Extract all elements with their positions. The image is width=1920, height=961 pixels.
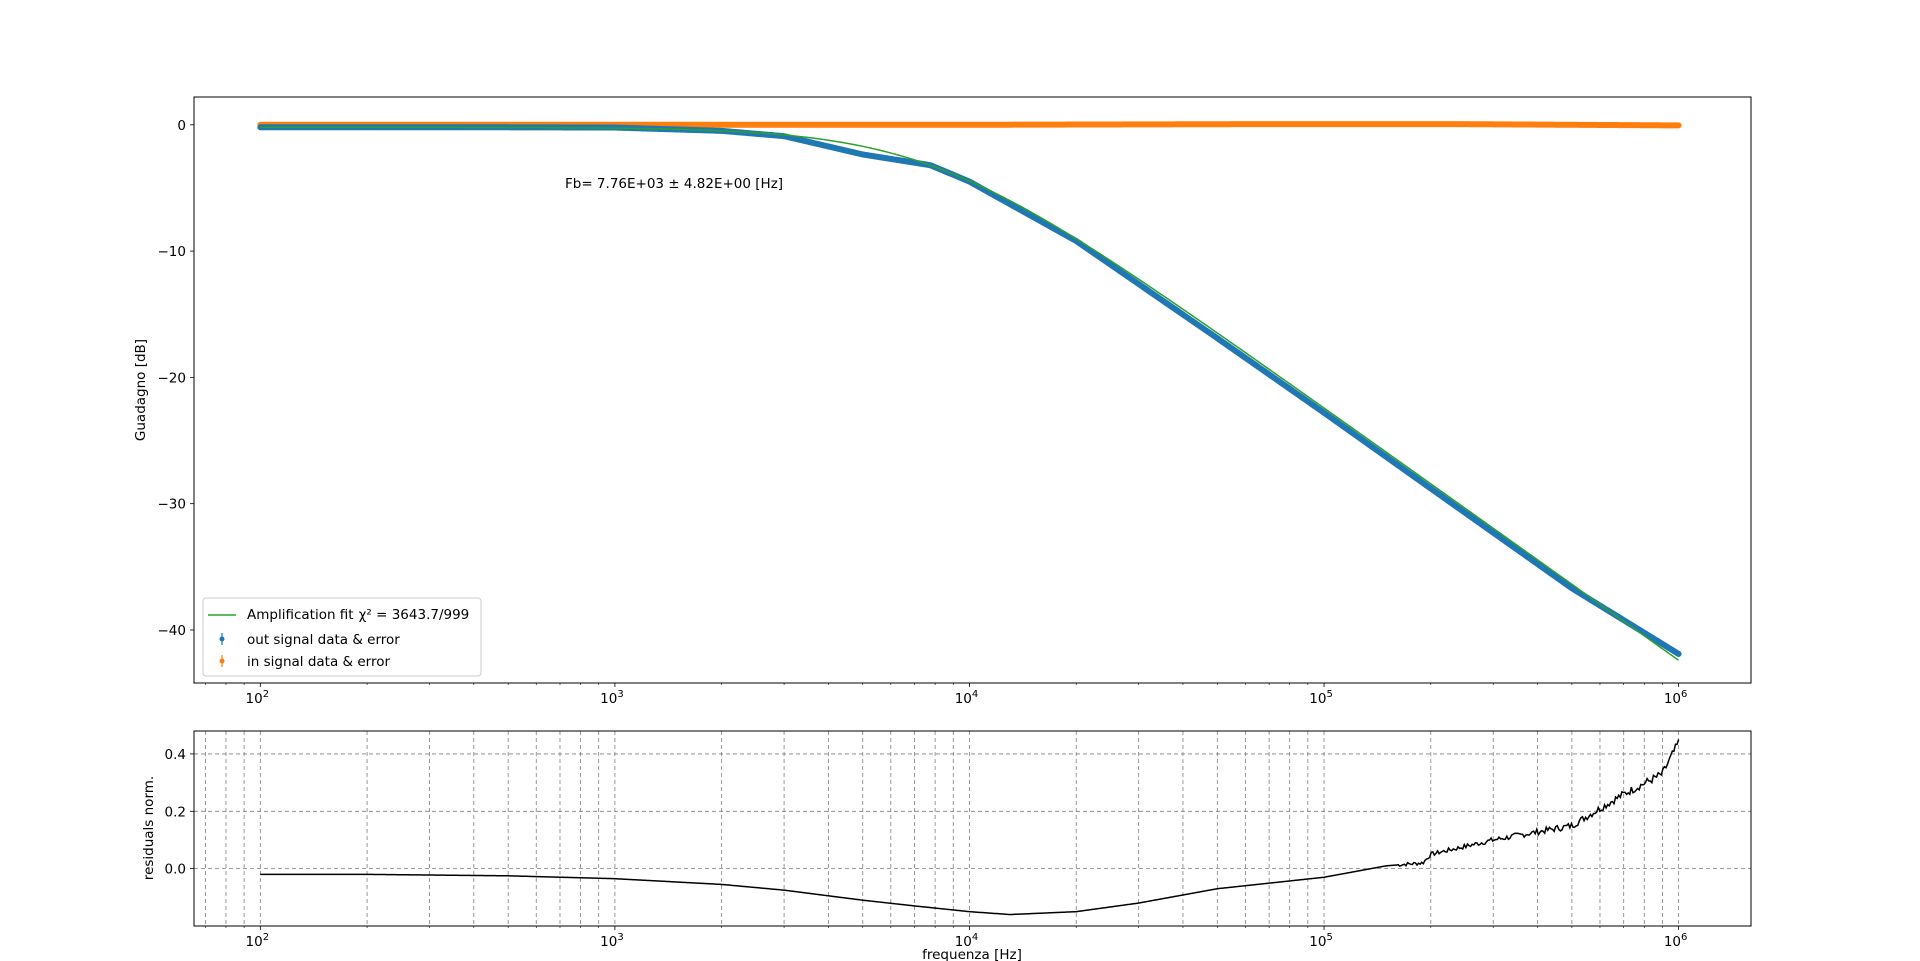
x-tick-exponent: 2 [263,932,269,943]
legend-out-label: out signal data & error [247,632,400,648]
y-tick-label: −40 [158,623,187,639]
y-tick-label: 0.4 [165,747,186,763]
legend-marker [220,659,225,664]
y-tick-label: 0 [177,118,186,134]
residuals-y-axis-label: residuals norm. [141,776,157,880]
x-tick-exponent: 2 [263,689,269,700]
x-tick-exponent: 5 [1326,932,1332,943]
y-tick-label: −20 [158,370,187,386]
legend: Amplification fit χ² = 3643.7/999 out sig… [203,598,481,676]
x-tick-exponent: 6 [1681,932,1687,943]
x-tick-exponent: 6 [1681,689,1687,700]
legend-fit-label: Amplification fit χ² = 3643.7/999 [247,607,469,623]
out-signal-point [860,152,865,157]
y-tick-label: −30 [158,497,187,513]
y-tick-label: −10 [158,244,187,260]
out-signal-point [1215,336,1220,341]
out-signal-point [1322,410,1327,415]
cutoff-frequency-annotation: Fb= 7.76E+03 ± 4.82E+00 [Hz] [565,176,783,192]
residuals-x-axis-label: frequenza [Hz] [922,947,1022,961]
legend-marker [220,637,225,642]
x-tick-exponent: 3 [617,689,623,700]
y-tick-label: 0.2 [165,804,186,820]
legend-in-label: in signal data & error [247,654,390,670]
x-tick-exponent: 4 [972,689,978,700]
out-signal-point [1569,586,1574,591]
x-tick-exponent: 3 [617,932,623,943]
y-tick-label: 0.0 [165,862,186,878]
gain-y-axis-label: Guadagno [dB] [133,339,149,441]
x-tick-exponent: 5 [1326,689,1332,700]
x-tick-exponent: 4 [972,932,978,943]
out-signal-point [1676,651,1681,656]
out-signal-point [1428,486,1433,491]
